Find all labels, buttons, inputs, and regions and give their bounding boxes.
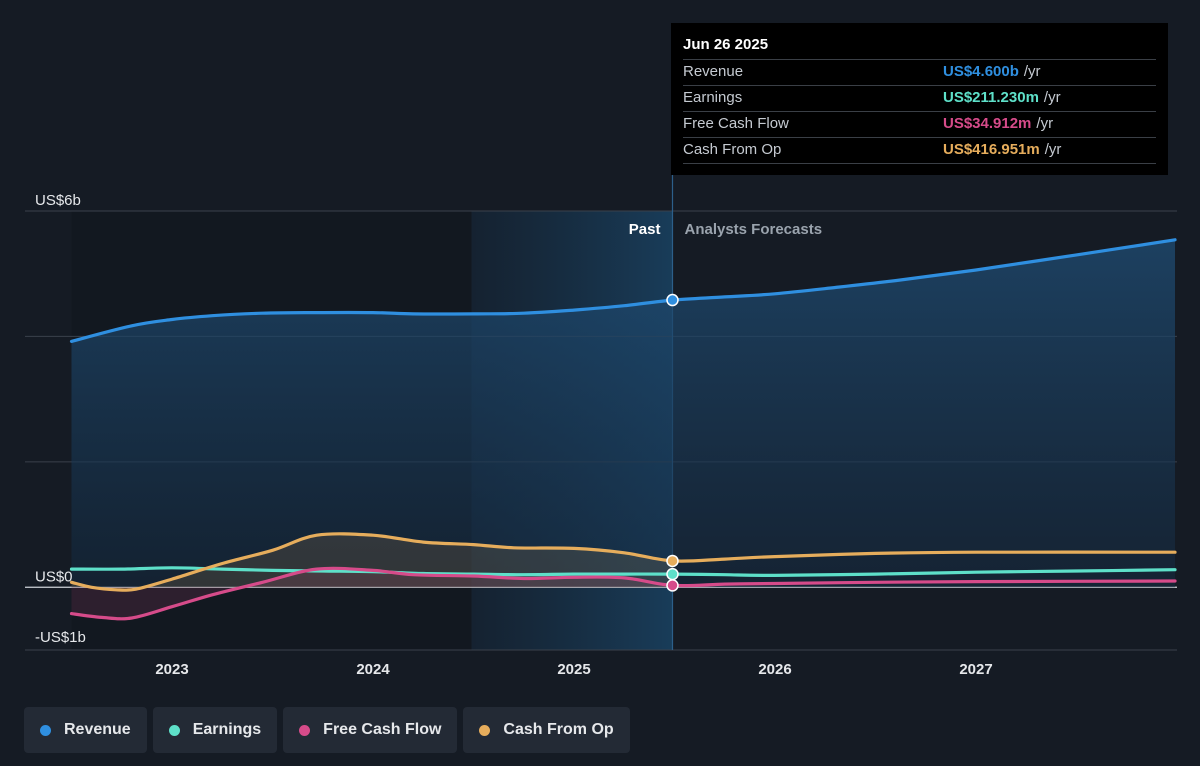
legend-label: Earnings bbox=[192, 721, 262, 738]
free-cash-flow-area bbox=[71, 568, 673, 619]
free-cash-flow-point bbox=[666, 579, 679, 592]
tooltip-row-value: US$4.600b bbox=[943, 63, 1019, 80]
revenue-area bbox=[71, 239, 1175, 588]
revenue-point bbox=[666, 293, 679, 307]
tooltip-row-value: US$211.230m bbox=[943, 89, 1039, 106]
legend-item-cash-from-op[interactable]: Cash From Op bbox=[463, 707, 630, 753]
tooltip-row-cash-from-op: Cash From Op US$416.951m /yr bbox=[683, 137, 1156, 164]
revenue-dot-icon bbox=[40, 724, 51, 736]
x-tick-label: 2026 bbox=[758, 661, 791, 678]
tooltip-row-unit: /yr bbox=[1023, 63, 1041, 80]
legend-label: Free Cash Flow bbox=[323, 721, 442, 738]
tooltip-row-value: US$34.912m bbox=[943, 115, 1032, 132]
earnings-dot-icon bbox=[168, 724, 180, 736]
legend-item-earnings[interactable]: Earnings bbox=[152, 707, 278, 753]
tooltip-rows: Revenue US$4.600b /yr Earnings US$211.23… bbox=[683, 59, 1156, 164]
tooltip-row-unit: /yr bbox=[1036, 115, 1054, 132]
free-cash-flow-dot-icon bbox=[299, 724, 311, 736]
legend-item-free-cash-flow[interactable]: Free Cash Flow bbox=[283, 707, 458, 753]
tooltip-row-label: Revenue bbox=[683, 63, 744, 80]
earnings-point bbox=[666, 567, 679, 581]
forecast-label: Analysts Forecasts bbox=[684, 221, 822, 238]
past-label: Past bbox=[629, 221, 661, 238]
tooltip-row-value: US$416.951m bbox=[943, 141, 1040, 158]
tooltip-row-label: Free Cash Flow bbox=[683, 115, 789, 132]
tooltip-row-earnings: Earnings US$211.230m /yr bbox=[683, 85, 1156, 111]
earnings-line bbox=[69, 566, 1177, 578]
tooltip-row-label: Earnings bbox=[683, 89, 743, 106]
legend-item-revenue[interactable]: Revenue bbox=[24, 707, 147, 753]
tooltip-row-free-cash-flow: Free Cash Flow US$34.912m /yr bbox=[683, 111, 1156, 137]
x-tick-label: 2025 bbox=[557, 661, 590, 678]
free-cash-flow-line bbox=[69, 566, 1177, 621]
x-tick-label: 2024 bbox=[356, 661, 390, 678]
legend-label: Cash From Op bbox=[503, 721, 614, 738]
revenue-line bbox=[69, 238, 1177, 343]
x-tick-label: 2023 bbox=[155, 661, 188, 678]
tooltip-date: Jun 26 2025 bbox=[683, 36, 769, 53]
cash-from-op-dot-icon bbox=[479, 724, 491, 736]
y-axis-label: US$6b bbox=[35, 192, 81, 209]
y-axis-label: -US$1b bbox=[35, 629, 86, 646]
x-tick-label: 2027 bbox=[959, 661, 992, 678]
tooltip: Jun 26 2025 Revenue US$4.600b /yr Earnin… bbox=[671, 23, 1168, 175]
cash-from-op-point bbox=[666, 554, 679, 568]
y-axis-label: US$0 bbox=[35, 568, 73, 585]
legend-label: Revenue bbox=[64, 721, 131, 738]
legend: Revenue Earnings Free Cash Flow Cash Fro… bbox=[24, 707, 630, 753]
cash-from-op-line bbox=[69, 532, 1177, 592]
tooltip-row-revenue: Revenue US$4.600b /yr bbox=[683, 59, 1156, 85]
tooltip-row-unit: /yr bbox=[1044, 141, 1062, 158]
tooltip-row-label: Cash From Op bbox=[683, 141, 782, 158]
tooltip-row-unit: /yr bbox=[1043, 89, 1061, 106]
